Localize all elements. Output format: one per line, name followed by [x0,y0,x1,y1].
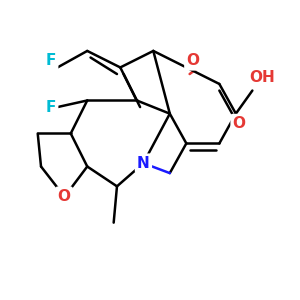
Text: F: F [46,53,56,68]
Text: F: F [46,100,56,115]
Text: O: O [58,189,70,204]
Text: O: O [186,53,200,68]
Text: OH: OH [249,70,275,85]
Text: O: O [233,116,246,131]
Text: N: N [137,156,150,171]
